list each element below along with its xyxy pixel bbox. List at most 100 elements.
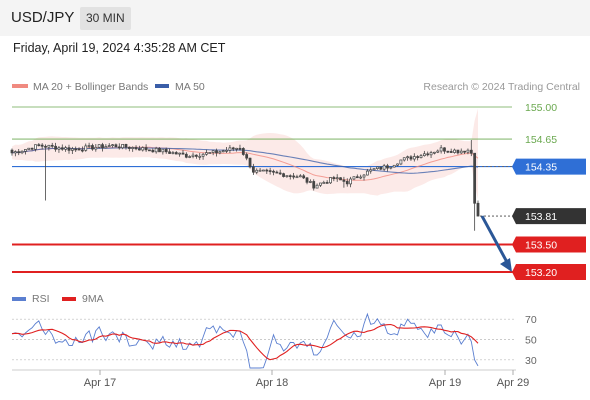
candle: [262, 169, 265, 172]
candle: [171, 151, 175, 155]
candle: [208, 152, 212, 154]
rsi-ma-line: [11, 323, 479, 361]
candle: [282, 172, 285, 178]
candle: [121, 144, 125, 150]
candle: [44, 144, 47, 201]
candle: [117, 143, 121, 150]
candle: [402, 157, 406, 162]
candle: [466, 148, 470, 155]
rsi-tick-label: 30: [525, 355, 537, 367]
candle: [369, 167, 373, 174]
level-labels: 155.00 154.65 154.35 153.81 153.50 153.20: [512, 102, 586, 280]
candle: [231, 146, 235, 152]
candle: [215, 148, 218, 157]
candle: [124, 143, 128, 150]
ma50-legend-label: MA 50: [175, 81, 205, 93]
time-axis: Apr 17 Apr 18 Apr 19 Apr 29: [12, 369, 529, 389]
candle: [332, 175, 336, 182]
candle: [24, 149, 27, 155]
candle: [50, 142, 54, 149]
candle: [194, 154, 198, 159]
candle: [131, 146, 135, 152]
candle: [225, 146, 228, 154]
candle: [392, 164, 396, 168]
candle: [329, 177, 332, 184]
rsi-legend-swatch: [12, 297, 26, 301]
candle: [104, 144, 108, 149]
candle: [191, 152, 195, 159]
support-tag: [512, 264, 586, 280]
candle: [84, 143, 88, 152]
candle: [439, 144, 443, 154]
candle: [426, 151, 430, 157]
candle: [319, 182, 322, 188]
bollinger-bands: [12, 108, 478, 200]
candle: [201, 152, 205, 160]
support-label: 153.50: [525, 240, 557, 252]
candle: [416, 155, 420, 161]
candle: [87, 142, 91, 149]
timeframe-badge[interactable]: 30 MIN: [80, 7, 131, 30]
candle: [449, 148, 453, 153]
candle: [268, 167, 272, 175]
candle: [272, 169, 275, 176]
ma50-line: [11, 147, 479, 174]
candle: [399, 159, 403, 166]
candle: [184, 152, 188, 159]
candle: [148, 149, 151, 152]
candle: [359, 174, 363, 180]
candle: [463, 150, 466, 155]
candle: [77, 147, 81, 151]
timestamp: Friday, April 19, 2024 4:35:28 AM CET: [13, 41, 226, 55]
rsi-panel: 70 50 30: [11, 312, 537, 369]
candle: [158, 147, 161, 153]
ma9-legend-swatch: [62, 297, 76, 301]
candle: [81, 146, 84, 153]
x-tick-label: Apr 18: [256, 377, 288, 389]
candle: [127, 146, 131, 152]
candle: [178, 152, 182, 157]
candle: [288, 174, 292, 180]
x-tick-label: Apr 29: [497, 377, 529, 389]
candle: [107, 143, 111, 148]
bollinger-legend-label: MA 20 + Bollinger Bands: [33, 81, 148, 93]
candle: [198, 153, 202, 160]
candle: [54, 142, 57, 152]
x-tick-label: Apr 19: [429, 377, 461, 389]
candle: [476, 200, 480, 217]
candle: [161, 148, 165, 155]
support-label: 153.20: [525, 267, 557, 279]
candle: [114, 143, 118, 148]
candle: [433, 151, 436, 155]
candle: [174, 151, 178, 155]
candle: [34, 144, 37, 152]
candle: [419, 153, 423, 159]
support-tag: [512, 236, 586, 253]
candle: [164, 147, 168, 154]
candle: [396, 163, 399, 167]
candle: [446, 150, 450, 154]
candle: [91, 143, 94, 151]
candle: [412, 153, 416, 162]
candle: [74, 146, 78, 152]
candle: [168, 148, 171, 154]
candle: [389, 166, 393, 170]
candle: [138, 145, 141, 151]
candle: [258, 167, 262, 172]
candle: [188, 155, 192, 159]
rsi-tick-label: 50: [525, 335, 537, 347]
candle: [67, 144, 71, 154]
candle: [355, 174, 359, 179]
price-levels: [12, 106, 516, 273]
candle: [205, 149, 208, 156]
candle: [298, 174, 302, 178]
candle: [443, 147, 446, 154]
candle: [406, 155, 409, 161]
candle: [322, 180, 326, 184]
candle: [47, 144, 51, 151]
rsi-legend-label: RSI: [32, 293, 50, 305]
candle: [235, 147, 239, 152]
candle: [101, 142, 104, 152]
candle: [221, 149, 225, 153]
